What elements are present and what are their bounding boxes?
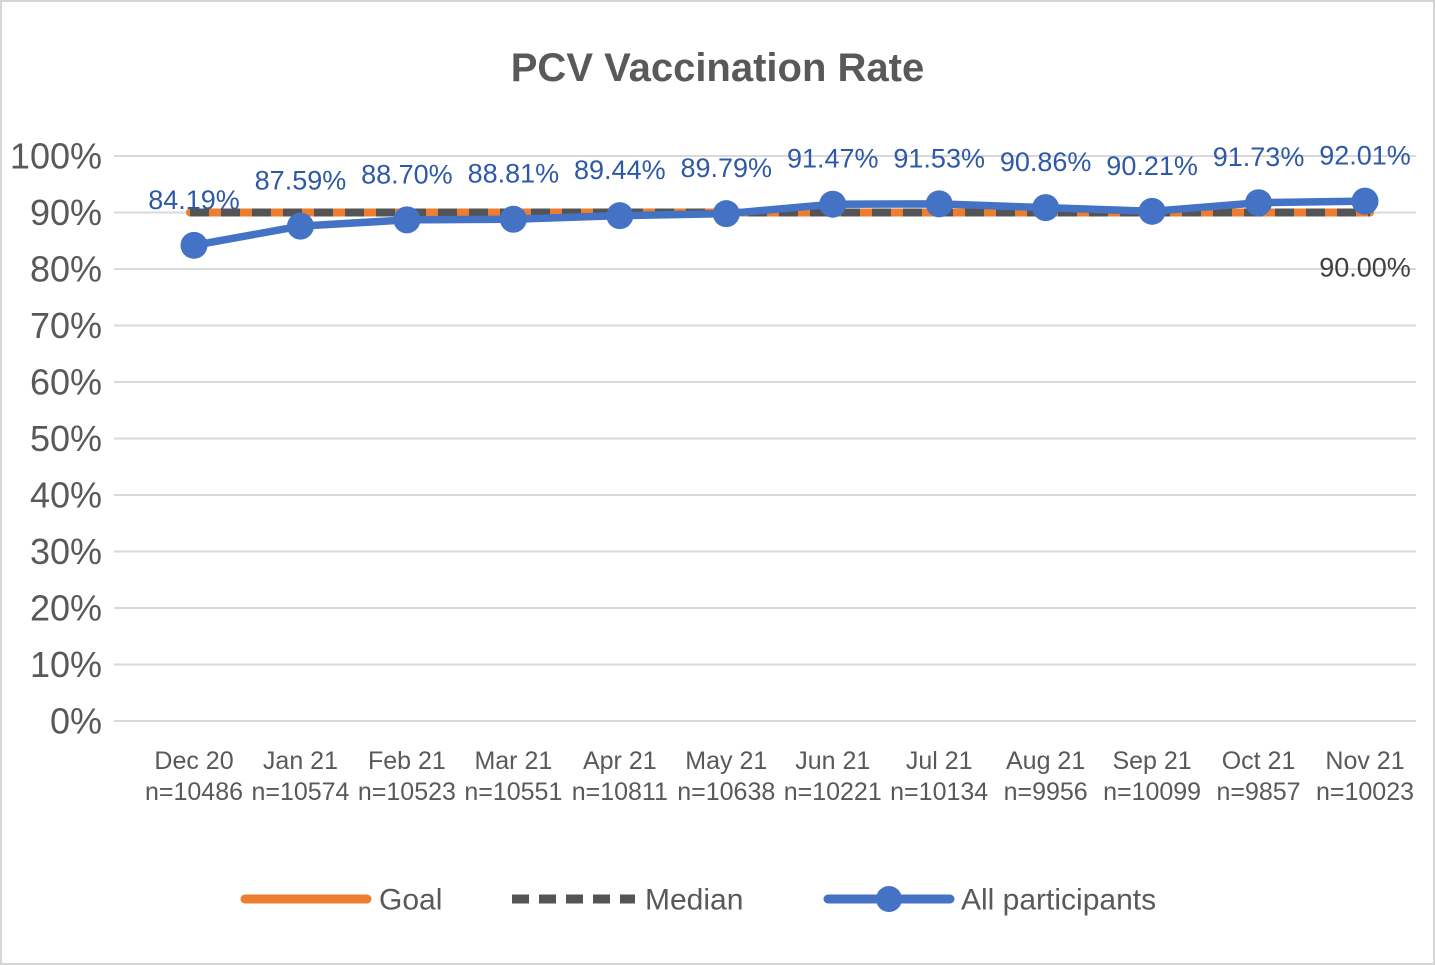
x-axis-n-label: n=10551 xyxy=(464,778,562,806)
y-axis-tick-label: 0% xyxy=(50,701,102,742)
x-axis-n-label: n=10486 xyxy=(145,778,243,806)
participants-data-label: 88.70% xyxy=(361,159,453,189)
x-axis-month-label: Nov 21 xyxy=(1325,747,1404,775)
legend-item-median: Median xyxy=(512,884,743,917)
y-axis-tick-label: 70% xyxy=(30,305,102,346)
x-axis-labels: Dec 20 n=10486 Jan 21 n=10574 Feb 21 n=10523 M… xyxy=(145,747,1414,806)
x-axis-month-label: Sep 21 xyxy=(1112,747,1191,775)
participants-data-label: 91.47% xyxy=(787,144,879,174)
y-axis-tick-label: 100% xyxy=(10,136,102,177)
y-axis-tick-label: 80% xyxy=(30,249,102,290)
participants-data-label: 91.53% xyxy=(893,143,985,173)
y-axis-tick-label: 30% xyxy=(30,531,102,572)
data-point-marker xyxy=(1351,187,1379,215)
participants-data-label: 89.79% xyxy=(680,153,772,183)
data-labels: 84.19% 87.59% 88.70% 88.81% 89.44% 89.79% 91.4… xyxy=(148,141,1411,215)
participants-data-label: 91.73% xyxy=(1213,142,1305,172)
participants-data-label: 87.59% xyxy=(255,166,347,196)
x-axis-n-label: n=10134 xyxy=(890,778,988,806)
x-axis-month-label: Dec 20 xyxy=(154,747,233,775)
data-point-marker xyxy=(712,200,740,228)
y-axis-tick-label: 50% xyxy=(30,418,102,459)
median-value-label: 90.00% xyxy=(1319,252,1411,282)
participants-data-label: 90.86% xyxy=(1000,147,1092,177)
y-axis-tick-labels: 0% 10% 20% 30% 40% 50% 60% 70% 80% 90% 100% xyxy=(10,136,102,742)
y-axis-tick-label: 60% xyxy=(30,362,102,403)
x-axis-n-label: n=10023 xyxy=(1316,778,1414,806)
legend-label: Goal xyxy=(379,884,442,917)
x-axis-n-label: n=10811 xyxy=(572,778,668,806)
x-axis-n-label: n=10221 xyxy=(784,778,882,806)
data-point-marker xyxy=(819,190,847,218)
x-axis-month-label: May 21 xyxy=(685,747,767,775)
participants-data-label: 84.19% xyxy=(148,185,240,215)
gridlines xyxy=(114,155,1416,722)
legend-item-goal: Goal xyxy=(240,884,442,917)
participants-markers xyxy=(180,187,1379,259)
y-axis-tick-label: 10% xyxy=(30,644,102,685)
chart-title: PCV Vaccination Rate xyxy=(510,46,925,90)
participants-data-label: 90.21% xyxy=(1106,151,1198,181)
x-axis-n-label: n=9956 xyxy=(1004,778,1088,806)
x-axis-month-label: Jan 21 xyxy=(263,747,338,775)
x-axis-month-label: Feb 21 xyxy=(368,747,446,775)
data-point-marker xyxy=(1032,194,1060,222)
x-axis-n-label: n=10574 xyxy=(251,778,349,806)
legend-label: Median xyxy=(645,884,743,917)
y-axis-tick-label: 20% xyxy=(30,588,102,629)
x-axis-month-label: Jul 21 xyxy=(906,747,973,775)
data-point-marker xyxy=(180,231,208,259)
x-axis-n-label: n=10638 xyxy=(677,778,775,806)
legend: Goal Median All participants xyxy=(240,884,1156,917)
x-axis-n-label: n=10099 xyxy=(1103,778,1201,806)
x-axis-n-label: n=9857 xyxy=(1216,778,1300,806)
legend-swatch-marker xyxy=(876,886,902,912)
data-point-marker xyxy=(606,202,634,230)
x-axis-month-label: Oct 21 xyxy=(1222,747,1296,775)
data-point-marker xyxy=(1245,189,1273,217)
x-axis-month-label: Aug 21 xyxy=(1006,747,1085,775)
participants-data-label: 92.01% xyxy=(1319,141,1411,171)
participants-line xyxy=(190,197,1369,250)
legend-label: All participants xyxy=(961,884,1156,917)
participants-data-label: 89.44% xyxy=(574,155,666,185)
data-point-marker xyxy=(286,212,314,240)
x-axis-n-label: n=10523 xyxy=(358,778,456,806)
legend-item-all-participants: All participants xyxy=(823,884,1156,917)
data-point-marker xyxy=(925,190,953,218)
data-point-marker xyxy=(393,206,421,234)
x-axis-month-label: Mar 21 xyxy=(474,747,552,775)
x-axis-month-label: Apr 21 xyxy=(583,747,657,775)
data-point-marker xyxy=(499,205,527,233)
data-point-marker xyxy=(1138,197,1166,225)
y-axis-tick-label: 40% xyxy=(30,475,102,516)
participants-data-label: 88.81% xyxy=(468,159,560,189)
x-axis-month-label: Jun 21 xyxy=(795,747,870,775)
y-axis-tick-label: 90% xyxy=(30,192,102,233)
